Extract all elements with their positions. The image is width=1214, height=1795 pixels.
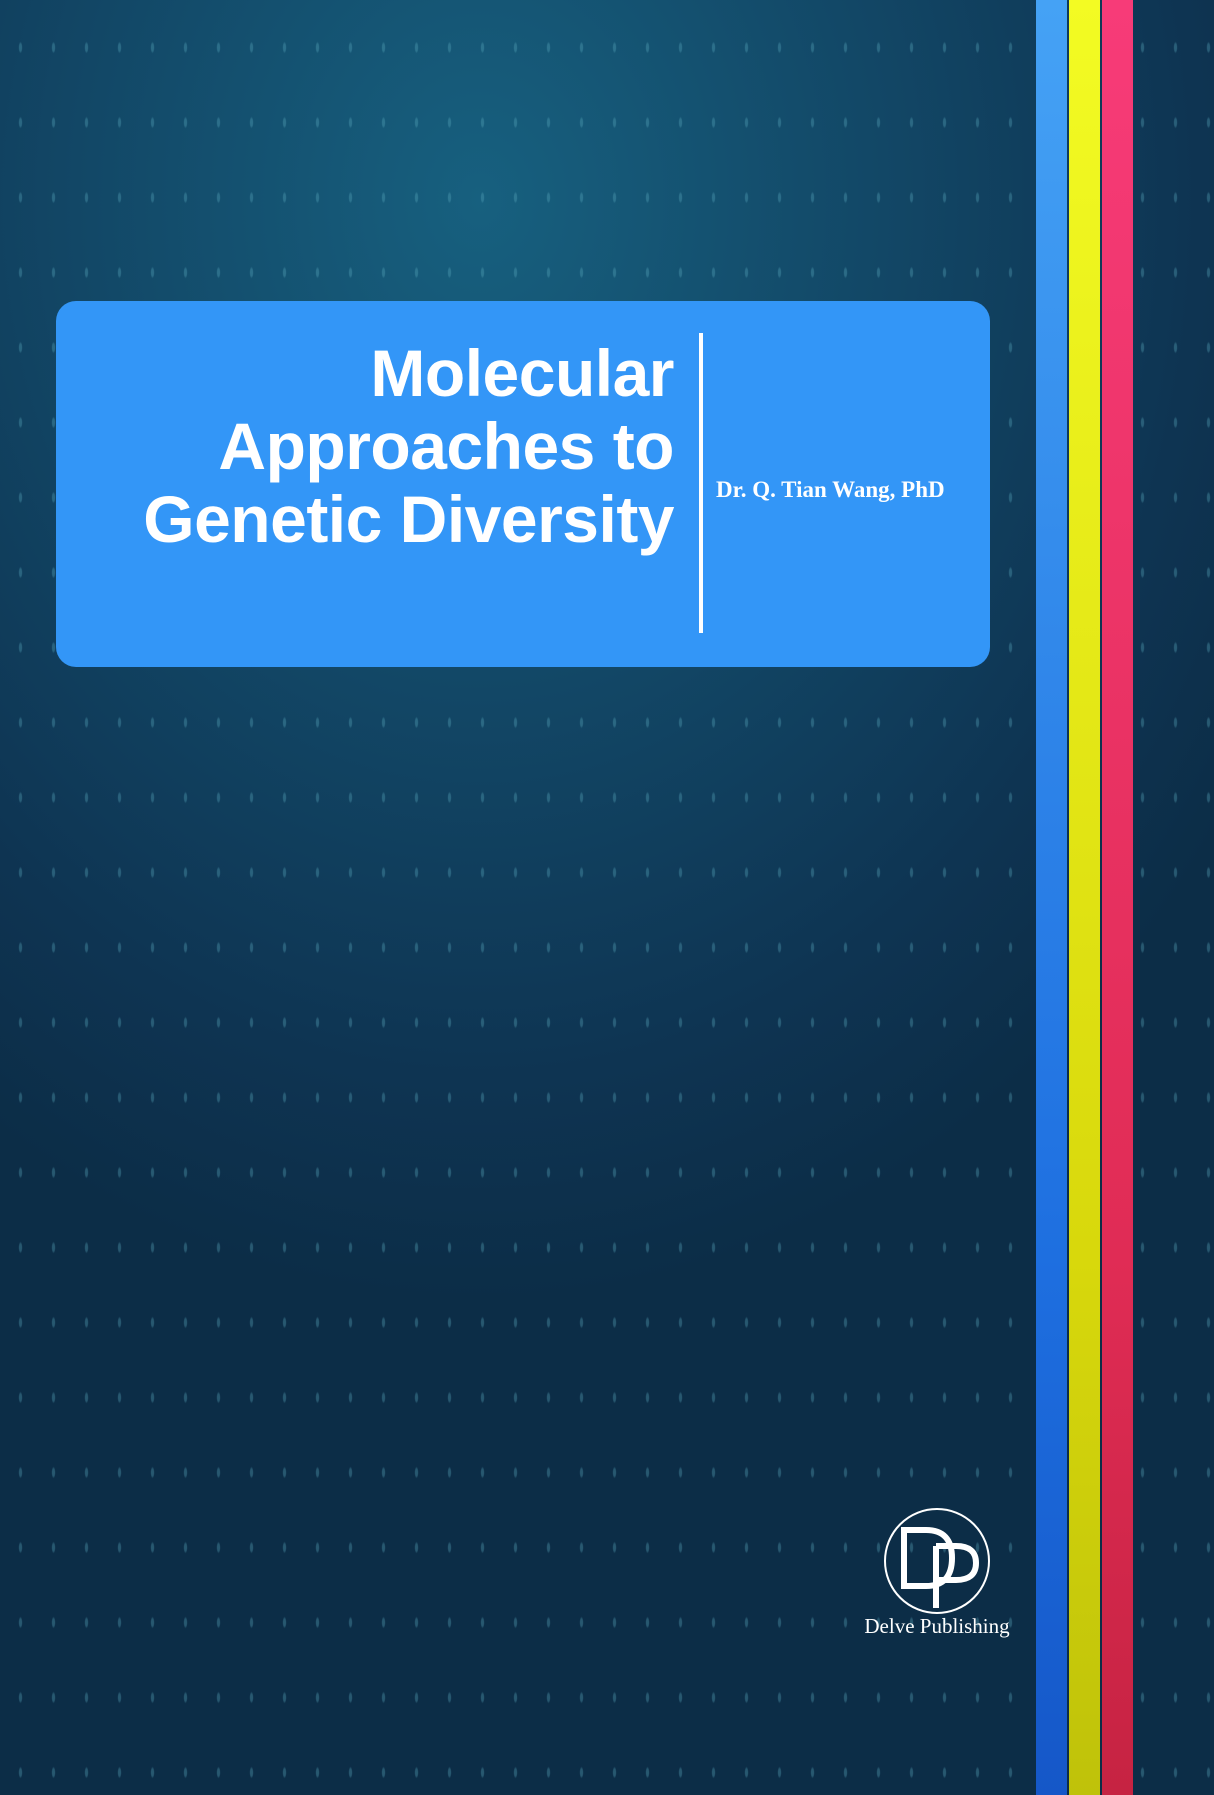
divider: [699, 333, 703, 633]
title-line: Genetic Diversity: [143, 482, 674, 556]
dp-monogram-icon: [901, 1527, 980, 1608]
pink-stripe: [1102, 0, 1133, 1795]
title-line: Approaches to: [218, 409, 674, 483]
publisher-logo: [884, 1508, 990, 1614]
publisher-name: Delve Publishing: [864, 1614, 1010, 1638]
title-line: Molecular: [370, 336, 674, 410]
book-title: Molecular Approaches to Genetic Diversit…: [143, 337, 674, 556]
author-name: Dr. Q. Tian Wang, PhD: [716, 477, 945, 502]
blue-stripe: [1036, 0, 1067, 1795]
yellow-stripe: [1069, 0, 1100, 1795]
title-card: Molecular Approaches to Genetic Diversit…: [56, 301, 990, 667]
